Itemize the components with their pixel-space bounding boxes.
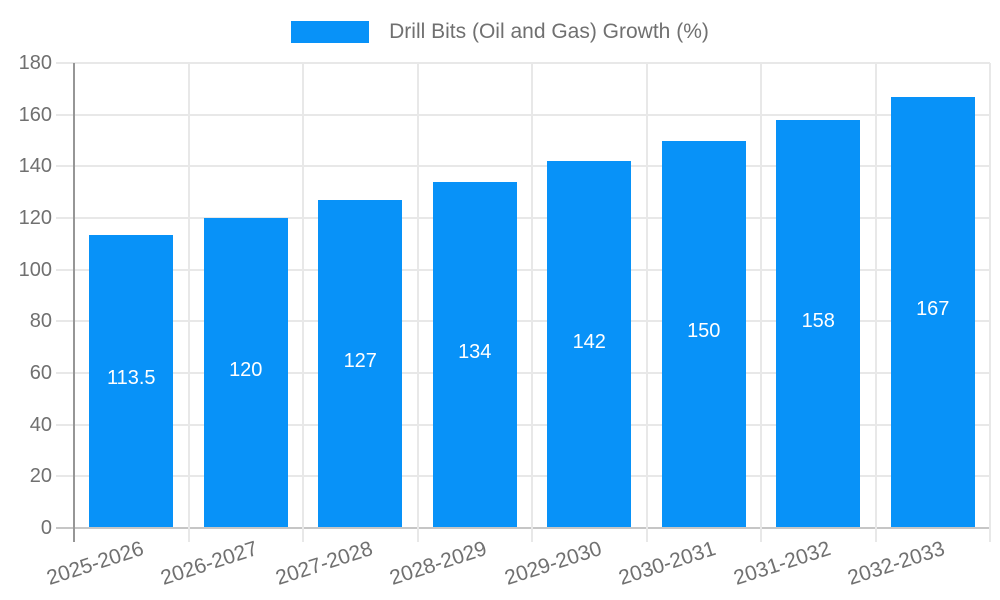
y-tick-label: 40: [29, 413, 52, 436]
bar: [547, 161, 632, 527]
bar: [203, 218, 288, 527]
gridline-vertical: [531, 63, 533, 542]
legend-label: Drill Bits (Oil and Gas) Growth (%): [389, 20, 709, 43]
x-tick-label: 2028-2029: [387, 537, 490, 590]
y-tick-label: 0: [40, 517, 52, 539]
gridline-horizontal: [56, 165, 990, 168]
y-tick-label: 120: [18, 207, 52, 229]
y-tick-label: 140: [18, 155, 52, 178]
y-tick-label: 20: [29, 465, 52, 488]
gridline-vertical: [989, 63, 991, 542]
bar-value-label: 113.5: [106, 367, 156, 390]
bar-value-label: 127: [343, 349, 377, 372]
y-tick-label: 60: [29, 362, 52, 384]
gridline-horizontal: [56, 113, 990, 116]
x-tick-label: 2032-2033: [845, 537, 948, 590]
x-tick-label: 2029-2030: [501, 537, 605, 590]
gridline-horizontal: [56, 268, 990, 271]
gridline-horizontal: [56, 475, 990, 478]
x-tick-label: 2031-2032: [730, 537, 834, 590]
gridline-vertical: [760, 63, 762, 542]
y-tick-label: 80: [29, 310, 52, 333]
bar: [89, 234, 174, 527]
bar-value-label: 134: [458, 340, 492, 363]
gridline-horizontal: [56, 372, 990, 374]
gridline-horizontal: [56, 423, 990, 426]
gridline-vertical: [302, 63, 304, 542]
y-tick-label: 100: [18, 258, 52, 281]
bar: [432, 181, 517, 527]
bar: [318, 199, 403, 527]
x-tick-label: 2027-2028: [272, 537, 376, 590]
bar-value-label: 167: [916, 298, 950, 321]
gridline-horizontal: [56, 62, 990, 64]
gridline-vertical: [416, 63, 419, 542]
y-tick-label: 180: [18, 52, 52, 74]
bar-value-label: 150: [687, 320, 721, 343]
bar: [890, 96, 975, 527]
gridline-vertical: [645, 63, 648, 542]
bar-value-label: 158: [801, 309, 835, 332]
y-axis-line: [73, 63, 75, 542]
bar: [661, 140, 746, 527]
bar-value-label: 142: [572, 330, 606, 353]
gridline-vertical: [874, 63, 877, 542]
y-tick-label: 160: [18, 103, 52, 126]
x-tick-label: 2030-2031: [616, 537, 719, 590]
x-axis-line: [56, 527, 990, 529]
gridline-horizontal: [56, 217, 990, 219]
gridline-vertical: [187, 63, 190, 542]
legend: Drill Bits (Oil and Gas) Growth (%): [0, 20, 1000, 44]
legend-swatch: [291, 21, 370, 43]
bar: [776, 119, 861, 527]
bar-value-label: 120: [229, 359, 263, 381]
gridline-horizontal: [56, 320, 990, 323]
x-tick-label: 2025-2026: [43, 537, 147, 590]
x-tick-label: 2026-2027: [158, 537, 261, 590]
